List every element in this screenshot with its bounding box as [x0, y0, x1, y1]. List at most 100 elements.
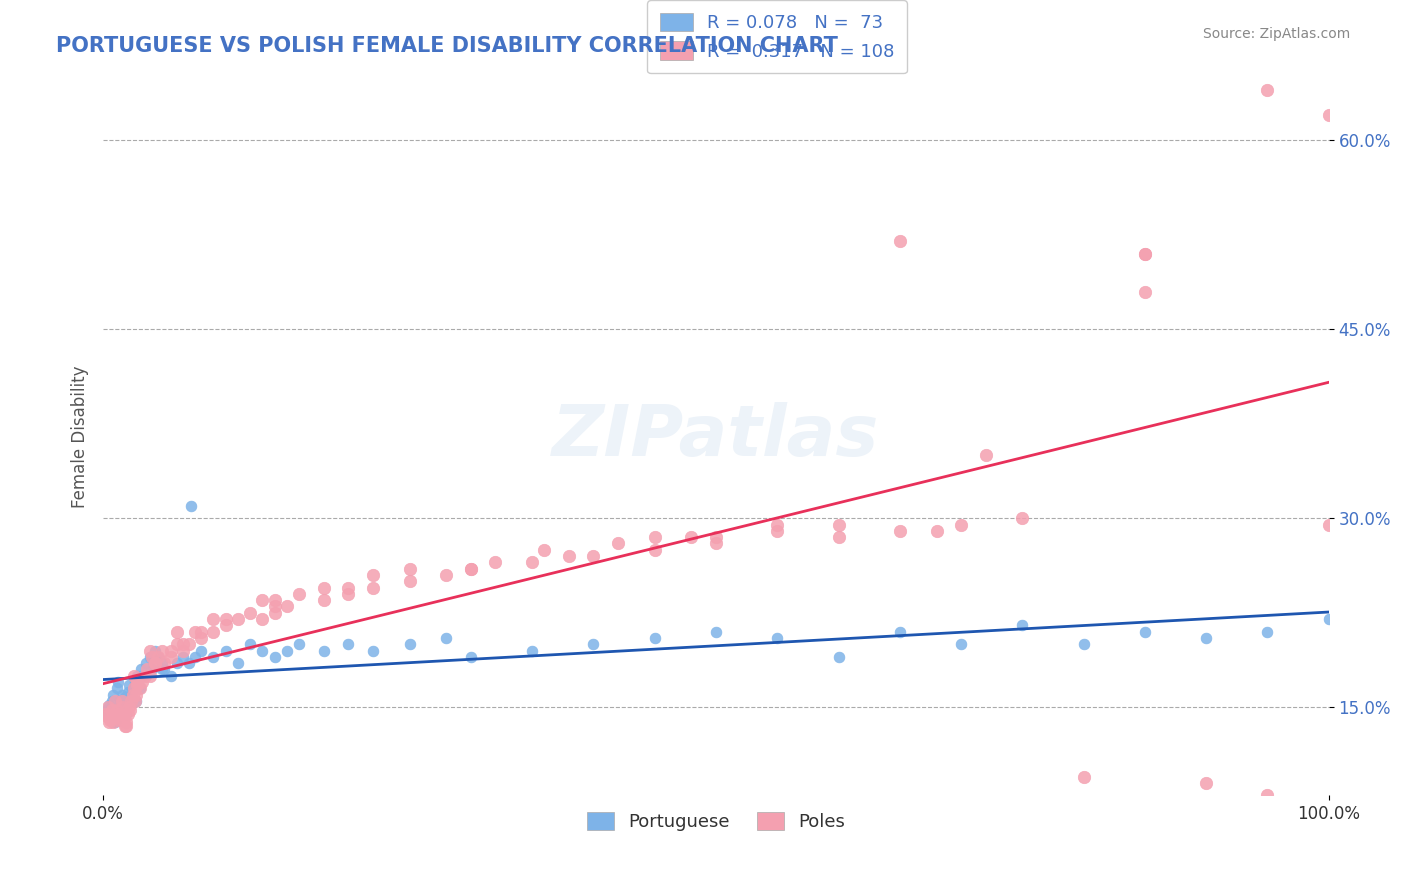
Point — [125, 694, 148, 708]
Point — [120, 694, 142, 708]
Point — [704, 536, 727, 550]
Point — [337, 637, 360, 651]
Point — [398, 562, 420, 576]
Point — [644, 530, 666, 544]
Point — [94, 703, 117, 717]
Point — [148, 649, 170, 664]
Point — [143, 643, 166, 657]
Point — [1256, 83, 1278, 97]
Point — [110, 694, 132, 708]
Point — [122, 669, 145, 683]
Point — [129, 681, 152, 696]
Point — [96, 706, 118, 721]
Point — [184, 624, 207, 639]
Point — [704, 530, 727, 544]
Point — [361, 581, 384, 595]
Point — [141, 649, 163, 664]
Point — [114, 719, 136, 733]
Point — [129, 662, 152, 676]
Point — [434, 631, 457, 645]
Point — [263, 599, 285, 614]
Point — [520, 643, 543, 657]
Point — [100, 713, 122, 727]
Point — [124, 675, 146, 690]
Point — [104, 715, 127, 730]
Point — [96, 709, 118, 723]
Point — [361, 568, 384, 582]
Point — [121, 688, 143, 702]
Point — [108, 706, 131, 721]
Point — [1133, 624, 1156, 639]
Point — [766, 517, 789, 532]
Point — [644, 542, 666, 557]
Point — [1317, 612, 1340, 626]
Point — [925, 524, 948, 538]
Point — [172, 649, 194, 664]
Point — [111, 713, 134, 727]
Point — [107, 706, 129, 721]
Point — [1317, 108, 1340, 122]
Point — [766, 524, 789, 538]
Point — [159, 669, 181, 683]
Point — [100, 700, 122, 714]
Y-axis label: Female Disability: Female Disability — [72, 365, 89, 508]
Point — [103, 710, 125, 724]
Point — [1011, 618, 1033, 632]
Point — [143, 656, 166, 670]
Point — [110, 706, 132, 721]
Point — [1133, 247, 1156, 261]
Point — [110, 694, 132, 708]
Point — [115, 715, 138, 730]
Point — [118, 700, 141, 714]
Point — [118, 677, 141, 691]
Text: Source: ZipAtlas.com: Source: ZipAtlas.com — [1202, 27, 1350, 41]
Point — [263, 606, 285, 620]
Point — [190, 643, 212, 657]
Point — [558, 549, 581, 563]
Point — [460, 562, 482, 576]
Point — [166, 637, 188, 651]
Point — [125, 688, 148, 702]
Point — [134, 669, 156, 683]
Point — [974, 448, 997, 462]
Point — [190, 631, 212, 645]
Point — [520, 555, 543, 569]
Point — [1195, 776, 1218, 790]
Point — [115, 706, 138, 721]
Point — [127, 675, 149, 690]
Point — [263, 593, 285, 607]
Point — [190, 624, 212, 639]
Point — [361, 643, 384, 657]
Point — [226, 656, 249, 670]
Point — [484, 555, 506, 569]
Point — [110, 700, 132, 714]
Text: PORTUGUESE VS POLISH FEMALE DISABILITY CORRELATION CHART: PORTUGUESE VS POLISH FEMALE DISABILITY C… — [56, 36, 838, 55]
Point — [215, 612, 238, 626]
Point — [288, 637, 311, 651]
Point — [127, 669, 149, 683]
Point — [312, 593, 335, 607]
Point — [460, 649, 482, 664]
Point — [110, 694, 132, 708]
Point — [1195, 631, 1218, 645]
Point — [124, 694, 146, 708]
Point — [202, 649, 225, 664]
Point — [117, 706, 139, 721]
Point — [337, 587, 360, 601]
Point — [136, 662, 159, 676]
Point — [889, 624, 911, 639]
Point — [252, 593, 274, 607]
Point — [150, 662, 173, 676]
Point — [766, 631, 789, 645]
Point — [97, 700, 120, 714]
Point — [98, 715, 121, 730]
Point — [460, 562, 482, 576]
Point — [138, 669, 160, 683]
Point — [166, 656, 188, 670]
Point — [827, 649, 849, 664]
Text: ZIPatlas: ZIPatlas — [553, 402, 880, 471]
Point — [122, 681, 145, 696]
Point — [100, 703, 122, 717]
Point — [239, 606, 262, 620]
Point — [398, 574, 420, 589]
